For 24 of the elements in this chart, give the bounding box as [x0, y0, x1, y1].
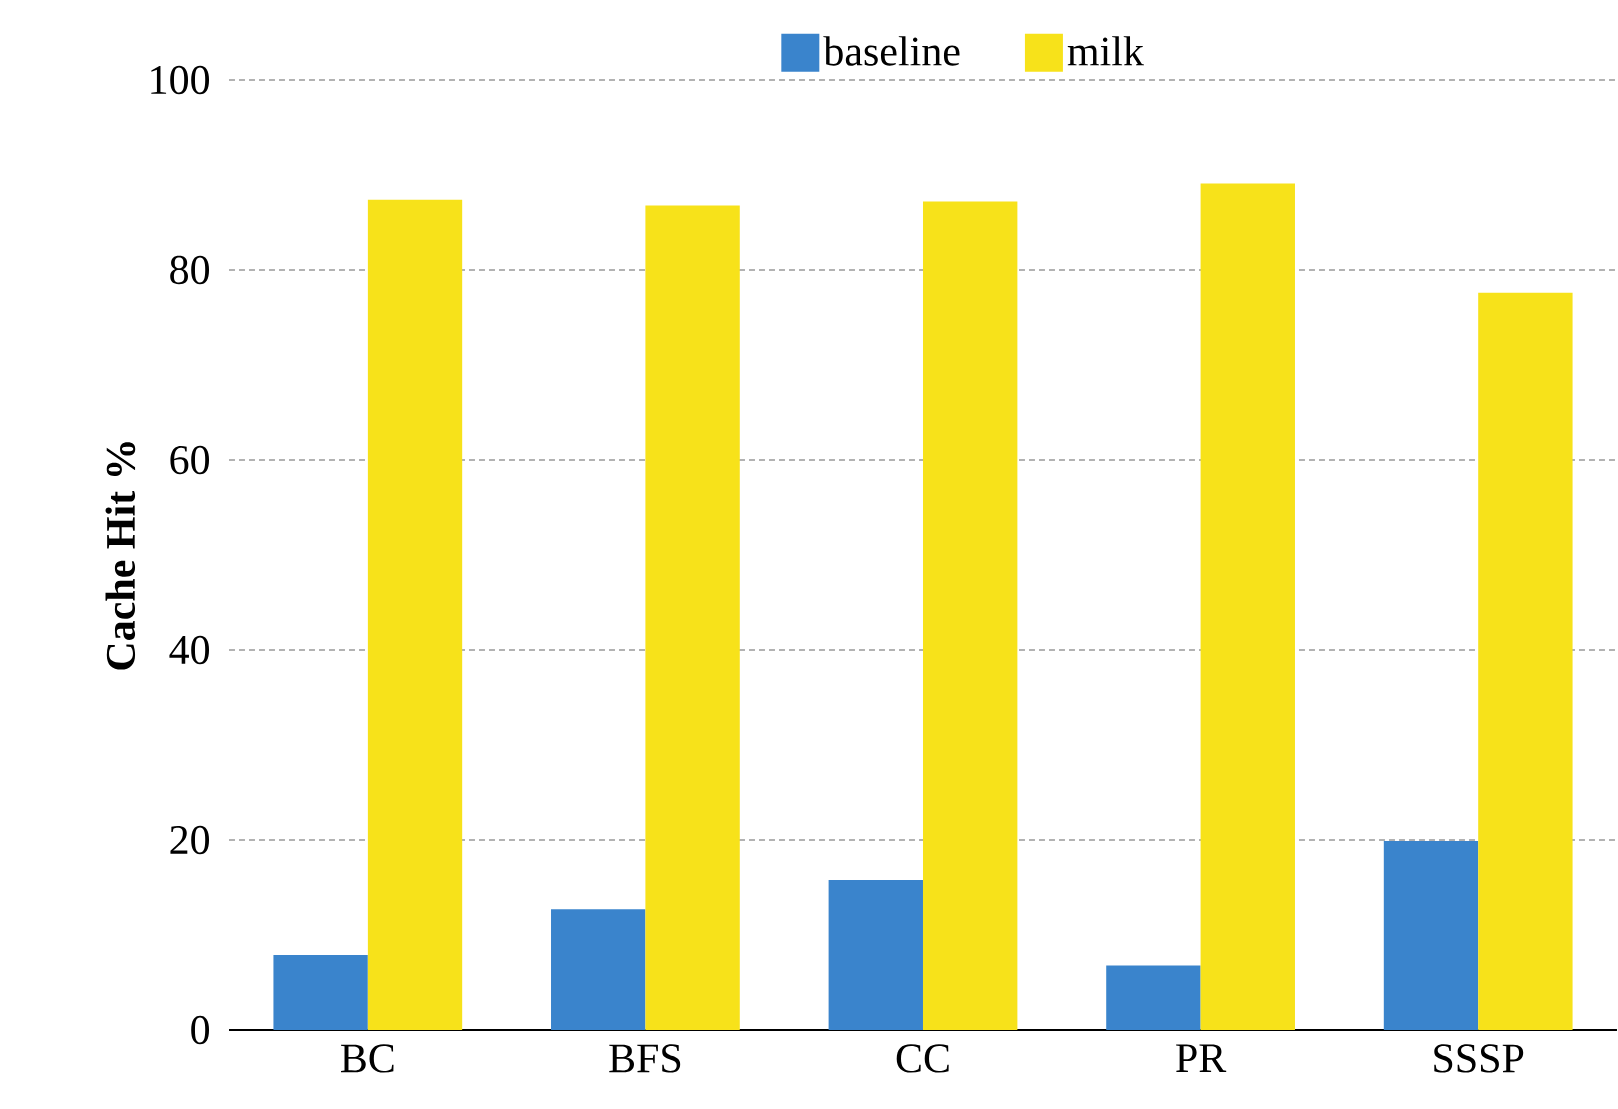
y-tick-label: 80	[170, 255, 210, 285]
y-tick-label: 100	[151, 65, 210, 95]
y-tick-label: 40	[169, 635, 210, 665]
y-tick-label: 20	[170, 825, 210, 855]
bar	[1478, 292, 1573, 1030]
y-axis-title: Cache Hit %	[105, 442, 136, 670]
legend-label: baseline	[823, 36, 960, 66]
bar	[367, 199, 463, 1030]
bar	[922, 201, 1018, 1030]
legend-label: milk	[1067, 36, 1144, 66]
bar	[273, 954, 368, 1030]
x-tick-label: CC	[896, 1044, 949, 1073]
bar	[1383, 840, 1479, 1030]
bar	[1200, 183, 1295, 1030]
x-tick-label: BC	[341, 1044, 394, 1073]
x-tick-label: SSSP	[1434, 1044, 1524, 1073]
bar	[1106, 965, 1201, 1030]
x-tick-label: BFS	[609, 1044, 681, 1073]
bar	[828, 879, 923, 1030]
y-tick-label: 0	[191, 1015, 210, 1045]
x-tick-label: PR	[1176, 1044, 1227, 1072]
y-tick-label: 60	[170, 445, 210, 475]
bar	[645, 205, 740, 1030]
bar	[551, 909, 646, 1030]
